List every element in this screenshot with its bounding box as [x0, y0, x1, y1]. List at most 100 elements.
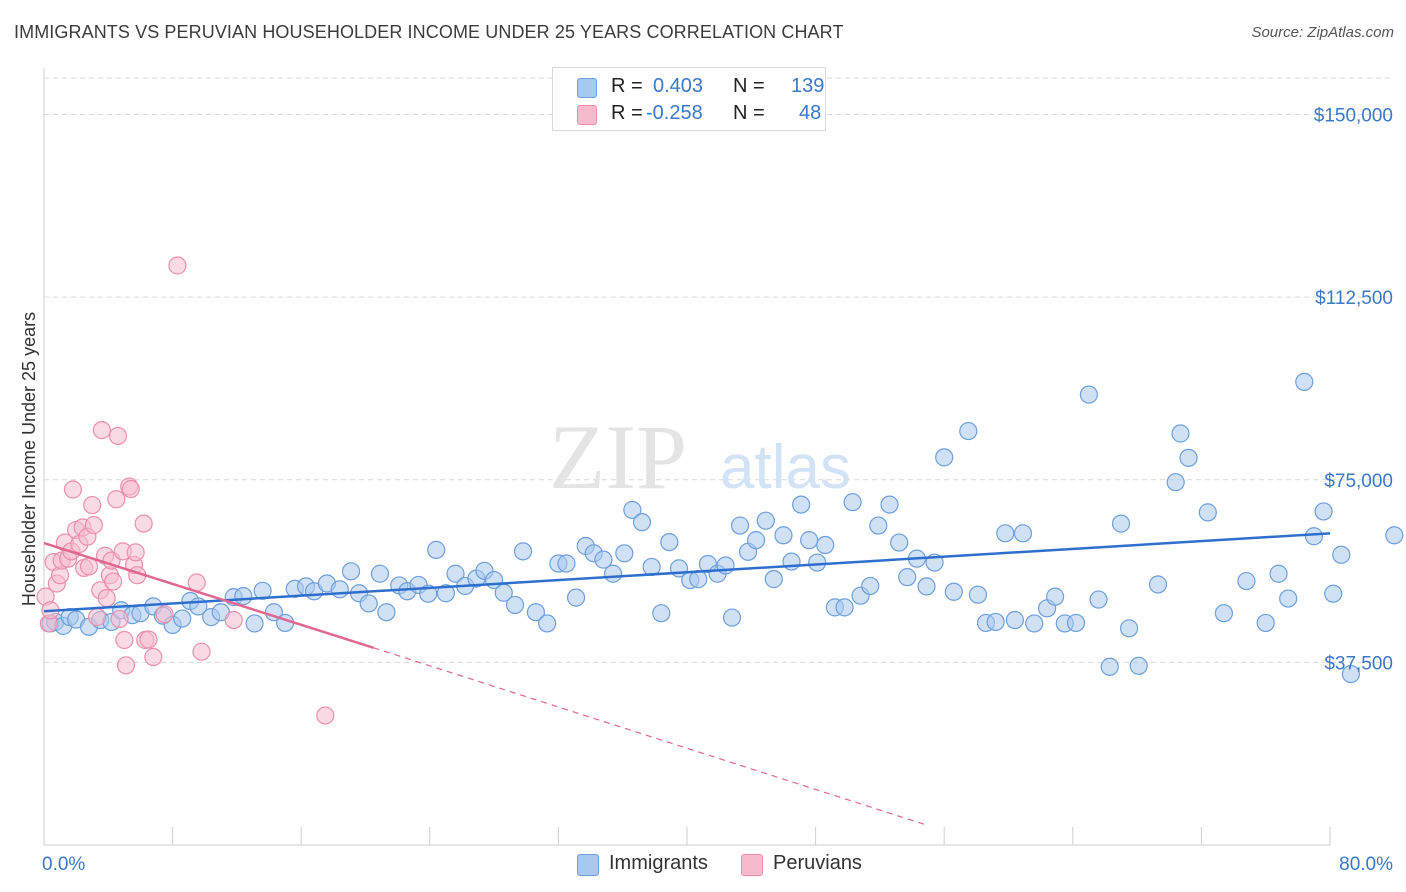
immigrant-point: [996, 524, 1015, 543]
peruvians-swatch: [741, 854, 763, 876]
immigrant-point: [446, 564, 465, 583]
n-label: N =: [733, 75, 765, 97]
peruvian-point: [134, 514, 153, 533]
immigrant-point: [1079, 385, 1098, 404]
immigrant-point: [1089, 590, 1108, 609]
immigrant-point: [1119, 619, 1139, 638]
immigrant-point: [1385, 526, 1404, 545]
immigrant-point: [880, 495, 899, 514]
immigrant-point: [1198, 503, 1217, 522]
immigrant-point: [968, 585, 988, 604]
immigrant-point: [1332, 545, 1351, 564]
source-label: Source: ZipAtlas.com: [1251, 24, 1394, 41]
watermark-atlas: atlas: [720, 433, 851, 502]
immigrant-point: [330, 580, 349, 599]
immigrant-point: [1046, 587, 1065, 606]
y-tick-label: $75,000: [1324, 471, 1393, 492]
immigrant-point: [756, 511, 775, 530]
immigrant-point: [774, 526, 793, 545]
watermark: ZIP atlas: [549, 406, 851, 508]
trend-lines: [43, 532, 1331, 827]
r-label: R =: [611, 102, 643, 124]
immigrant-point: [594, 550, 613, 569]
immigrants-points: [41, 372, 1404, 684]
y-tick-label: $112,500: [1315, 288, 1393, 309]
immigrant-point: [890, 533, 909, 552]
immigrant-point: [722, 608, 742, 627]
immigrant-point: [513, 542, 533, 561]
peruvian-point: [316, 706, 335, 725]
immigrants-trend-line: [43, 532, 1331, 613]
axis-labels: $37,500 $75,000 $112,500 $150,000 0.0% 80.0% H…: [19, 106, 1393, 875]
immigrant-point: [615, 544, 634, 563]
peruvian-point: [144, 647, 163, 667]
immigrant-point: [1129, 656, 1148, 675]
peruvian-point: [168, 256, 187, 275]
immigrant-point: [986, 612, 1005, 632]
immigrant-point: [427, 540, 446, 559]
immigrant-point: [1304, 527, 1324, 546]
immigrant-point: [632, 513, 652, 532]
peruvian-point: [224, 610, 243, 630]
immigrant-point: [370, 564, 390, 583]
peruvian-point: [87, 607, 107, 627]
peruvians-trend-line: [43, 541, 374, 649]
immigrant-point: [1214, 604, 1234, 623]
immigrant-point: [1295, 372, 1314, 391]
immigrant-point: [944, 582, 963, 601]
watermark-zip: ZIP: [549, 406, 687, 508]
y-axis-label: Householder Income Under 25 years: [19, 312, 39, 606]
immigrant-point: [792, 495, 811, 514]
immigrant-point: [253, 581, 272, 600]
peruvian-point: [104, 572, 123, 591]
n-value: 48: [799, 102, 822, 124]
immigrant-point: [843, 493, 862, 512]
immigrant-point: [245, 614, 264, 633]
peruvians-trend-extension: [373, 647, 929, 827]
immigrant-point: [1025, 614, 1044, 633]
peruvian-point: [83, 495, 102, 515]
immigrant-point: [660, 532, 679, 552]
immigrant-point: [835, 598, 854, 617]
immigrant-point: [917, 577, 936, 596]
n-value: 139: [791, 75, 825, 97]
immigrant-point: [234, 587, 253, 606]
immigrant-point: [1166, 473, 1185, 492]
peruvians-swatch: [577, 105, 597, 125]
peruvian-point: [84, 515, 103, 535]
immigrant-point: [1279, 589, 1298, 608]
peruvian-point: [155, 605, 174, 624]
immigrant-point: [1341, 664, 1360, 684]
immigrant-point: [959, 421, 978, 441]
immigrant-point: [730, 516, 750, 535]
immigrants-swatch: [577, 78, 597, 98]
peruvian-point: [108, 426, 128, 446]
immigrant-point: [1269, 564, 1288, 583]
n-label: N =: [733, 102, 765, 124]
immigrant-point: [869, 516, 888, 535]
immigrant-point: [816, 535, 835, 555]
legend-label: Immigrants: [609, 852, 708, 874]
peruvian-point: [97, 588, 116, 608]
immigrant-point: [1171, 424, 1190, 443]
peruvian-point: [192, 642, 211, 661]
immigrant-point: [1005, 610, 1025, 630]
immigrant-point: [747, 531, 766, 550]
immigrant-point: [1066, 613, 1086, 633]
immigrant-point: [800, 531, 819, 550]
immigrant-point: [505, 595, 525, 615]
peruvian-point: [110, 609, 129, 629]
immigrant-point: [764, 570, 783, 589]
peruvian-point: [116, 656, 136, 675]
immigrant-point: [935, 448, 954, 467]
immigrant-point: [1111, 514, 1131, 533]
chart-title: IMMIGRANTS VS PERUVIAN HOUSEHOLDER INCOM…: [14, 22, 844, 42]
immigrant-point: [808, 553, 827, 572]
immigrant-point: [173, 609, 192, 628]
immigrant-point: [1179, 448, 1198, 467]
peruvian-point: [63, 480, 83, 499]
y-tick-label: $37,500: [1324, 653, 1393, 674]
y-tick-label: $150,000: [1314, 106, 1393, 127]
x-tick-label: 80.0%: [1339, 854, 1393, 875]
